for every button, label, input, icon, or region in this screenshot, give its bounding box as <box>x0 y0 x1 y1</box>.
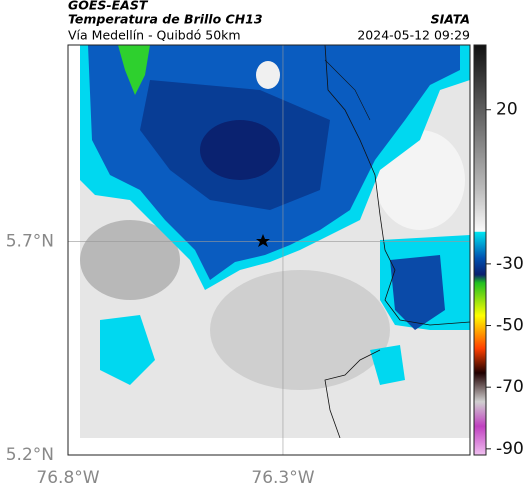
timestamp: 2024-05-12 09:29 <box>357 28 470 43</box>
location-marker <box>256 234 270 247</box>
route: Vía Medellín - Quibdó 50km <box>68 28 241 43</box>
map-frame <box>67 44 471 456</box>
x-tick-label: 76.8°W <box>36 468 99 488</box>
y-tick-label: 5.2°N <box>6 445 54 465</box>
colorbar-tick-label: -50 <box>496 316 524 336</box>
title: GOES-EAST <box>68 0 149 13</box>
subtitle: Temperatura de Brillo CH13 <box>68 12 263 27</box>
colorbar-tick-label: -90 <box>496 439 524 459</box>
source: SIATA <box>431 12 470 27</box>
colorbar <box>473 44 487 456</box>
x-tick-label: 76.3°W <box>251 468 314 488</box>
colorbar-tick-label: 20 <box>496 100 518 120</box>
colorbar-tick-label: -70 <box>496 377 524 397</box>
colorbar-tick-label: -30 <box>496 254 524 274</box>
y-tick-label: 5.7°N <box>6 231 54 251</box>
